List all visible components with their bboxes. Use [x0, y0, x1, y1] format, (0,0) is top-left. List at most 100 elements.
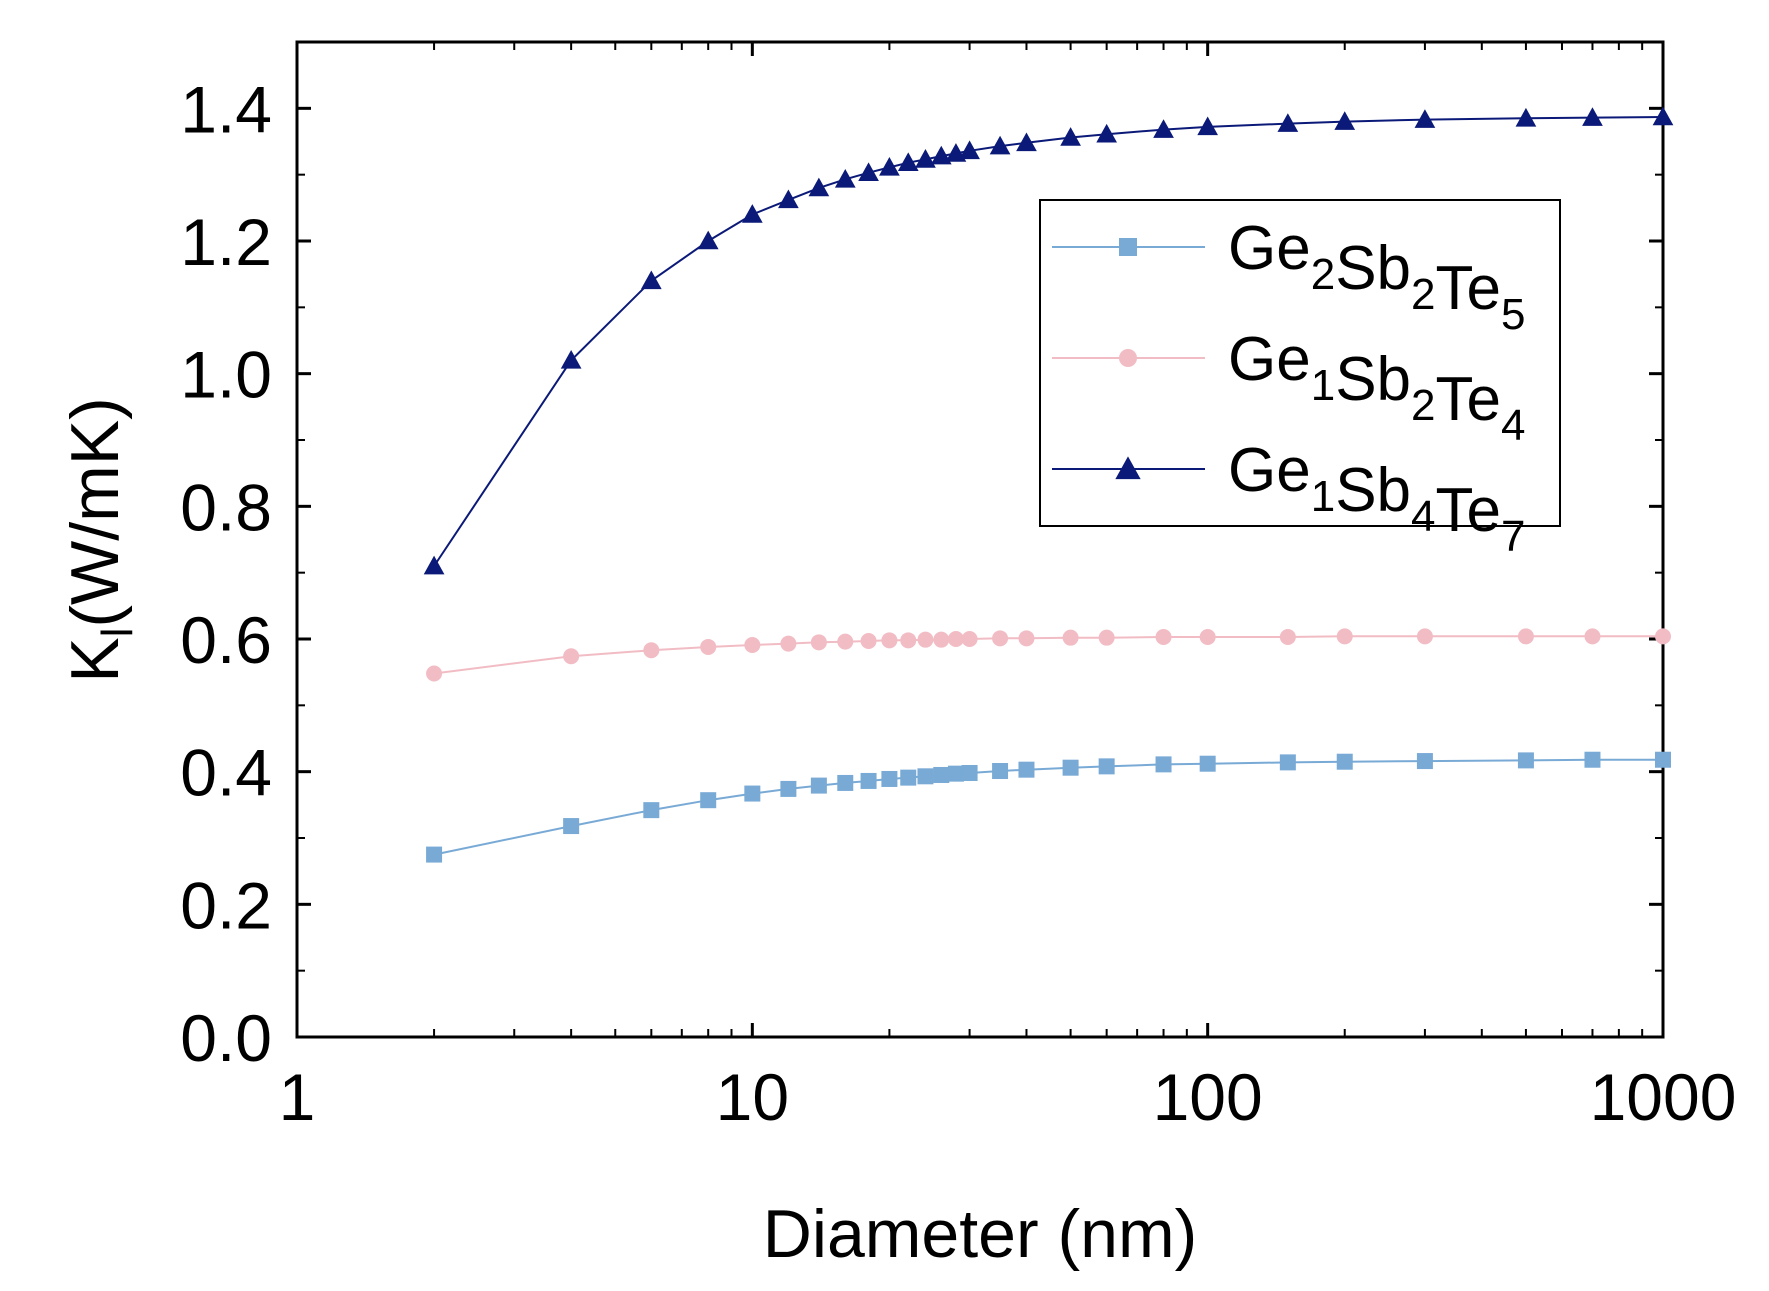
data-point: [1414, 109, 1436, 128]
data-point: [1096, 123, 1118, 143]
data-point: [947, 765, 964, 782]
data-point: [1336, 628, 1353, 645]
data-point: [860, 632, 877, 649]
x-tick-label: 1000: [1590, 1060, 1737, 1134]
data-point: [744, 636, 761, 653]
data-point: [700, 792, 717, 809]
data-point: [961, 631, 978, 647]
data-point: [808, 177, 830, 197]
data-point: [1277, 113, 1299, 132]
y-tick-label: 0.0: [180, 1001, 272, 1075]
plot-frame: [295, 40, 1665, 1039]
data-point: [860, 772, 877, 789]
axis-ticks: 0.0 0.2 0.4 0.6 0.8 1.0 1.2 1.4 1 10 100 1000: [180, 41, 1737, 1134]
data-point: [1652, 106, 1674, 126]
series-Ge1Sb4Te7: [423, 106, 1674, 575]
data-point: [930, 145, 952, 165]
data-point: [1517, 752, 1534, 769]
data-point: [643, 802, 660, 819]
y-axis-label-group: Kl(W/mK): [57, 397, 142, 683]
data-point: [1584, 628, 1601, 645]
data-point: [900, 769, 917, 786]
data-point: [423, 555, 445, 575]
x-tick-label: 1: [279, 1060, 316, 1134]
data-point: [778, 189, 799, 209]
data-point: [810, 634, 827, 651]
data-point: [1334, 111, 1356, 130]
data-point: [881, 770, 898, 787]
x-tick-label: 100: [1153, 1060, 1263, 1134]
data-point: [1336, 753, 1353, 770]
data-point: [1279, 629, 1296, 646]
legend-item: Ge1Sb2Te4: [1052, 325, 1526, 450]
data-point: [917, 768, 934, 785]
data-point: [810, 777, 827, 794]
data-point: [1582, 107, 1603, 126]
data-point: [917, 631, 934, 648]
y-tick-label: 0.4: [180, 736, 272, 810]
y-axis-label-sub: l: [93, 628, 142, 638]
data-point: [563, 818, 580, 835]
y-tick-label: 1.0: [180, 338, 272, 412]
data-point: [744, 785, 761, 802]
y-tick-label: 0.8: [180, 470, 272, 544]
legend-label: Ge2Sb2Te5: [1228, 214, 1526, 339]
legend-item: Ge2Sb2Te5: [1052, 214, 1526, 339]
data-point: [426, 846, 443, 863]
series-line: [433, 635, 1663, 675]
series-Ge1Sb2Te4: [426, 628, 1671, 682]
data-point: [780, 780, 797, 797]
data-point: [1655, 628, 1671, 645]
data-point: [1018, 630, 1035, 647]
data-point: [992, 763, 1009, 780]
data-point: [961, 764, 978, 781]
data-point: [1515, 107, 1537, 127]
data-point: [933, 631, 950, 648]
data-point: [1199, 629, 1216, 646]
data-point: [897, 152, 919, 172]
data-point: [1060, 127, 1081, 146]
x-axis-label: Diameter (nm): [763, 1196, 1198, 1272]
data-point: [1279, 754, 1296, 771]
data-point: [1416, 628, 1433, 645]
data-point: [1416, 753, 1433, 770]
y-axis-label-main: K: [57, 637, 133, 682]
data-point: [640, 270, 662, 290]
y-tick-label: 1.2: [180, 205, 272, 279]
data-point: [858, 162, 879, 181]
data-point: [1155, 629, 1172, 646]
data-point: [947, 631, 964, 647]
y-tick-label: 1.4: [180, 72, 272, 146]
y-tick-label: 0.6: [180, 603, 272, 677]
data-point: [1016, 132, 1037, 152]
data-point: [643, 642, 660, 659]
data-point: [879, 157, 900, 176]
data-point: [1098, 629, 1115, 646]
series-line: [433, 758, 1663, 856]
data-point: [1062, 759, 1079, 776]
legend-marker: [1115, 456, 1141, 480]
series-layer: [423, 106, 1674, 863]
legend-marker: [1119, 349, 1137, 367]
data-point: [563, 648, 580, 665]
legend-label: Ge1Sb2Te4: [1228, 325, 1526, 450]
data-point: [700, 638, 717, 655]
data-point: [959, 140, 980, 160]
data-point: [1199, 755, 1216, 772]
data-point: [900, 632, 917, 649]
data-point: [1197, 116, 1219, 136]
data-point: [1098, 758, 1115, 775]
legend-marker: [1119, 238, 1137, 256]
data-point: [1153, 119, 1174, 138]
data-point: [992, 630, 1009, 647]
data-point: [834, 168, 856, 188]
data-point: [1062, 629, 1079, 646]
data-point: [989, 135, 1011, 155]
data-point: [837, 633, 854, 650]
data-point: [933, 766, 950, 783]
y-tick-label: 0.2: [180, 868, 272, 942]
data-point: [1517, 628, 1534, 645]
legend-item: Ge1Sb4Te7: [1052, 436, 1526, 561]
